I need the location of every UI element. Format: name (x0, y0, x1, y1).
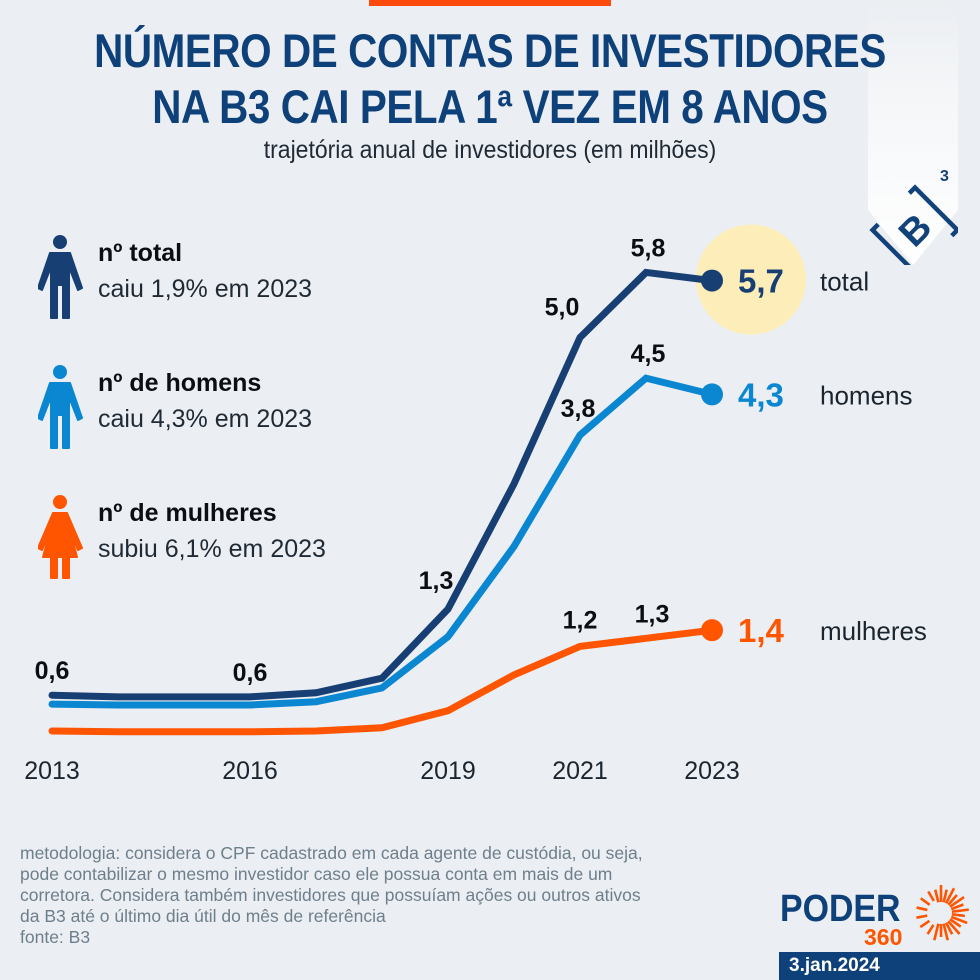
legend-desc-total: caiu 1,9% em 2023 (98, 275, 313, 303)
sunburst-ray (949, 918, 962, 928)
legend-title-total: nº total (98, 239, 183, 267)
data-label: 0,6 (35, 657, 70, 685)
page-title-line1: NÚMERO DE CONTAS DE INVESTIDORES (94, 24, 886, 77)
woman-icon (38, 495, 83, 579)
series-line-mulheres (48, 626, 716, 736)
legend-title-men: nº de homens (98, 369, 262, 397)
b3-logo-superscript: 3 (940, 168, 949, 185)
sunburst-ray (926, 924, 935, 935)
series-name-homens: homens (820, 380, 913, 410)
sunburst-ray (951, 913, 965, 918)
banner-shape (868, 0, 958, 265)
sunburst-ray (920, 897, 931, 906)
highlight-circle-total (696, 224, 806, 335)
source-line: fonte: B3 (20, 927, 91, 947)
sunburst-ray (942, 889, 949, 903)
man-icon (38, 365, 83, 449)
b3-logo: B3 (869, 184, 958, 265)
sunburst-ray (942, 923, 949, 941)
sunburst-ray (919, 919, 931, 929)
sunburst-ray (933, 923, 940, 941)
data-label: 5,0 (545, 294, 580, 322)
sunburst-ray (916, 906, 928, 912)
sunburst-ray (947, 894, 958, 906)
data-label: 1,3 (635, 600, 670, 628)
series-name-mulheres: mulheres (820, 616, 927, 646)
data-label: 5,8 (631, 234, 666, 262)
end-point-total (701, 269, 723, 292)
x-tick-label: 2021 (552, 757, 608, 785)
series-line-total (48, 268, 716, 701)
methodology-line: corretora. Considera também investidores… (20, 885, 641, 905)
x-tick-label: 2019 (420, 757, 476, 785)
x-tick-label: 2016 (222, 757, 278, 785)
final-value-total: 5,7 (738, 263, 784, 300)
series-line-homens (48, 374, 716, 709)
sunburst-ray (950, 903, 964, 911)
top-accent-bar (369, 0, 611, 6)
final-value-mulheres: 1,4 (738, 612, 785, 649)
date-badge: 3.jan.2024 (779, 952, 980, 980)
methodology-line: da B3 até o último dia útil do mês de re… (20, 906, 386, 926)
page-subtitle: trajetória anual de investidores (em mil… (263, 136, 717, 164)
methodology-note: metodologia: considera o CPF cadastrado … (20, 843, 643, 948)
sunburst-ray (951, 908, 969, 913)
page-title-line2: NA B3 CAI PELA 1ª VEZ EM 8 ANOS (152, 80, 828, 133)
sunburst-ray (949, 896, 965, 908)
end-point-homens (701, 383, 723, 406)
sunburst-icon (916, 885, 969, 941)
data-label: 4,5 (631, 340, 666, 368)
man-icon (38, 235, 83, 319)
sunburst-ray (950, 915, 968, 925)
legend-desc-men: caiu 4,3% em 2023 (98, 405, 313, 433)
data-label: 3,8 (561, 395, 596, 423)
data-label: 0,6 (233, 659, 268, 687)
legend-title-women: nº de mulheres (98, 499, 277, 527)
sunburst-ray (916, 914, 928, 919)
poder360-logo-number: 360 (864, 924, 902, 945)
x-tick-label: 2013 (24, 757, 80, 785)
sunburst-ray (947, 920, 961, 935)
final-value-homens: 4,3 (738, 376, 784, 413)
methodology-line: metodologia: considera o CPF cadastrado … (20, 843, 643, 863)
legend-desc-women: subiu 6,1% em 2023 (98, 535, 326, 563)
data-label: 1,2 (563, 606, 598, 634)
sunburst-ray (944, 887, 956, 904)
b3-logo-banner: B3 B 3 (868, 0, 958, 265)
series-name-total: total (820, 267, 869, 297)
poder360-logo: PODER 360 (780, 885, 969, 945)
poder360-logo-name: PODER (780, 887, 901, 930)
sunburst-ray (933, 889, 940, 903)
sunburst-ray (944, 922, 954, 935)
sunburst-ray (927, 890, 935, 902)
x-tick-label: 2023 (684, 757, 740, 785)
end-point-mulheres (701, 619, 723, 642)
data-label: 1,3 (419, 567, 454, 595)
methodology-line: pode contabilizar o mesmo investidor cas… (20, 864, 613, 884)
